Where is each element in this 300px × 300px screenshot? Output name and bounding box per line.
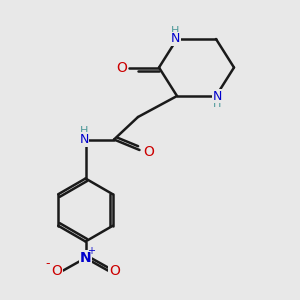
Text: -: - xyxy=(46,257,50,271)
Text: N: N xyxy=(213,89,222,103)
Text: O: O xyxy=(109,264,120,278)
Text: H: H xyxy=(213,99,222,110)
Text: +: + xyxy=(87,246,94,256)
Text: H: H xyxy=(80,126,88,136)
Text: O: O xyxy=(116,61,127,74)
Text: O: O xyxy=(51,264,62,278)
Text: N: N xyxy=(79,133,89,146)
Text: N: N xyxy=(171,32,180,46)
Text: H: H xyxy=(171,26,180,36)
Text: O: O xyxy=(143,145,154,158)
Text: N: N xyxy=(80,251,91,265)
